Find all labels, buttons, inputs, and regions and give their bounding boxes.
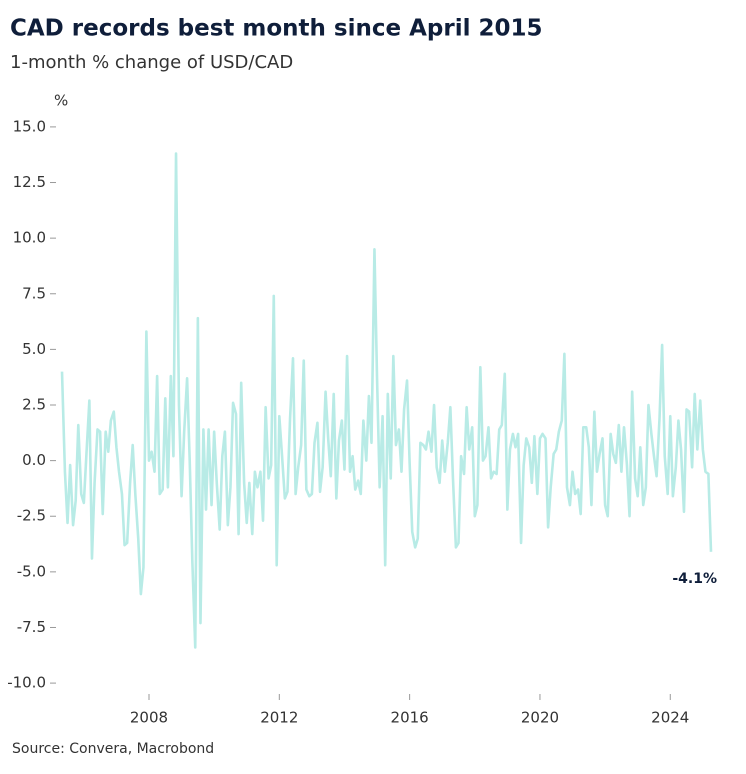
y-tick-label: 0.0	[22, 451, 46, 469]
x-tick-label: 2016	[391, 709, 429, 727]
y-tick-label: -7.5	[17, 618, 46, 636]
line	[60, 152, 713, 649]
y-tick-label: 12.5	[13, 173, 46, 191]
chart-subtitle: 1-month % change of USD/CAD	[10, 52, 293, 73]
x-tick-label: 2008	[130, 709, 168, 727]
y-tick-label: 10.0	[13, 229, 46, 247]
y-tick-label: -2.5	[17, 507, 46, 525]
y-tick-label: 15.0	[13, 117, 46, 135]
x-tick-label: 2024	[651, 709, 689, 727]
x-tick-label: 2012	[260, 709, 298, 727]
y-tick-label: 7.5	[22, 284, 46, 302]
x-tick-label: 2020	[521, 709, 559, 727]
chart-title: CAD records best month since April 2015	[10, 16, 543, 42]
end-label: -4.1%	[672, 571, 717, 587]
y-tick-label: -10.0	[7, 674, 46, 692]
y-axis-label: %	[54, 92, 68, 110]
y-tick-label: 2.5	[22, 396, 46, 414]
source: Source: Convera, Macrobond	[12, 741, 214, 757]
y-tick-label: -5.0	[17, 562, 46, 580]
y-tick-label: 5.0	[22, 340, 46, 358]
